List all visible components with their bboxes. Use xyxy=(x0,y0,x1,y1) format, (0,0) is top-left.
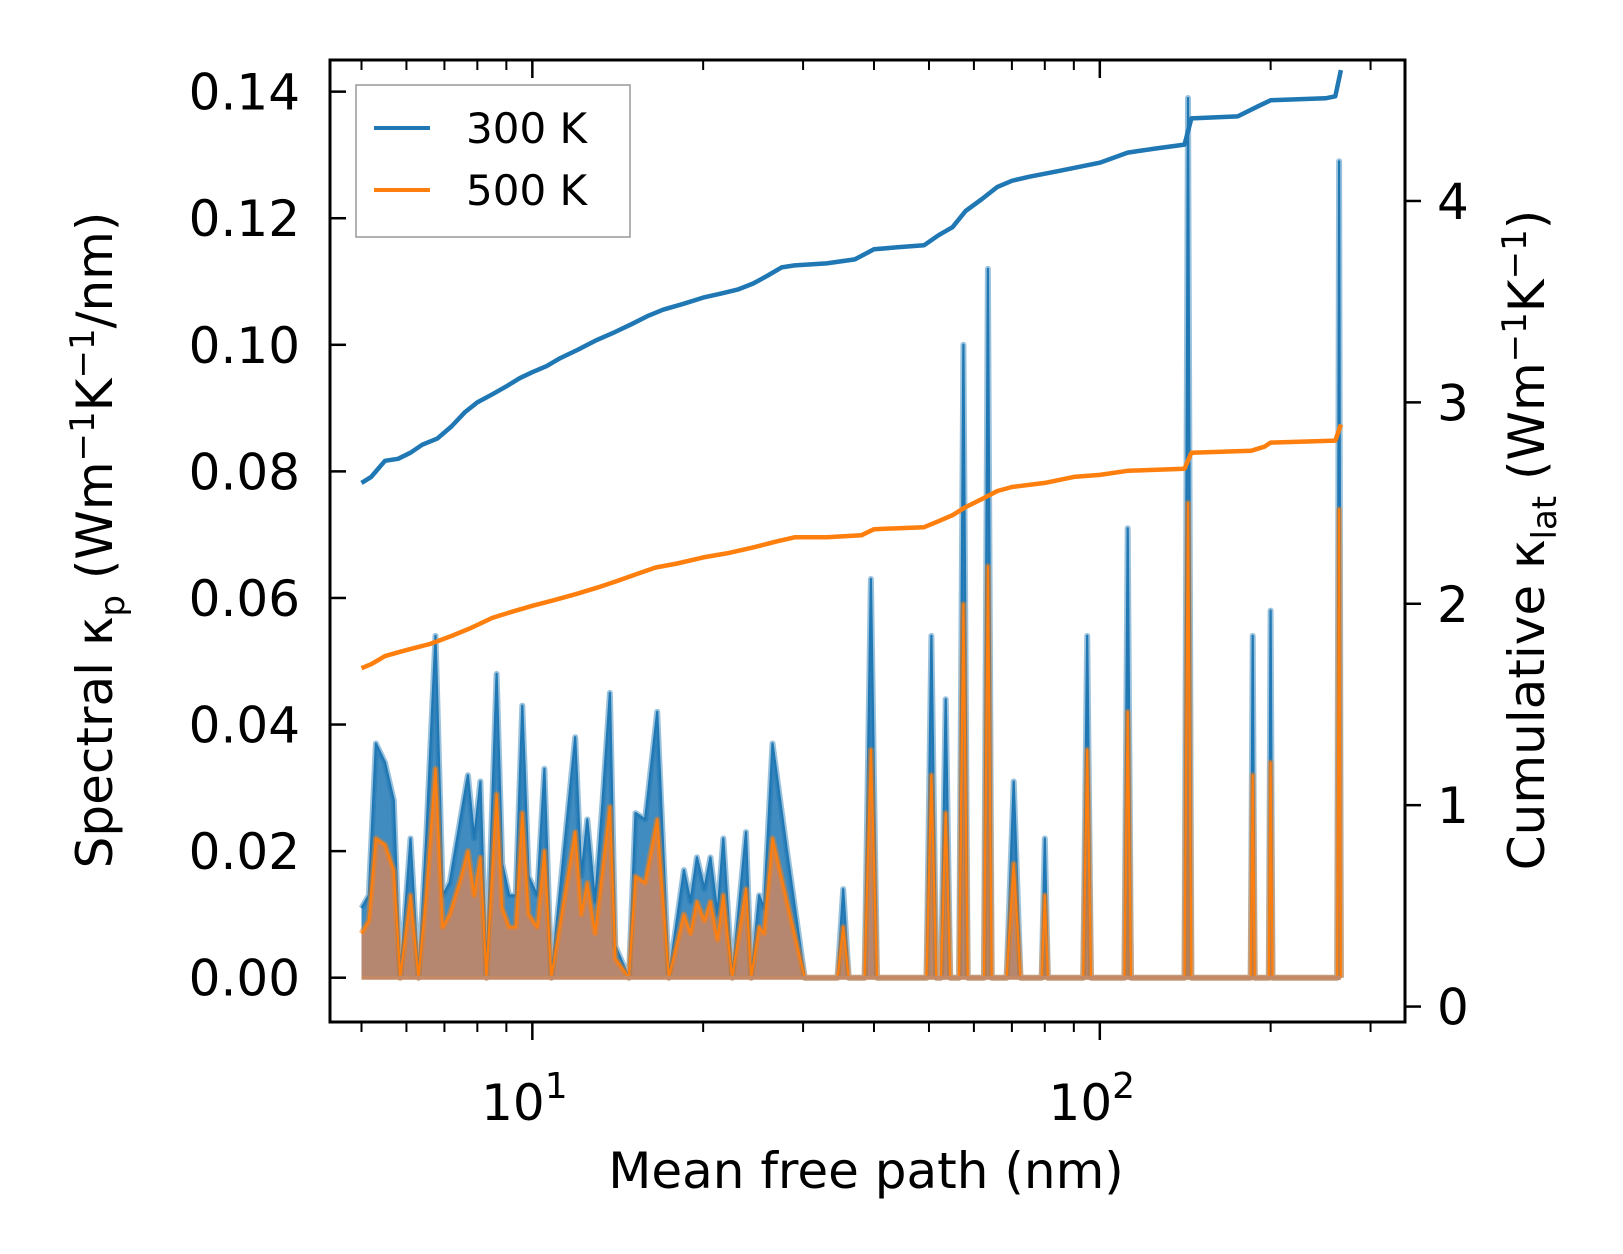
cumulative-line-500k xyxy=(360,423,1344,671)
left-tick-label: 0.08 xyxy=(189,443,300,501)
x-axis-title: Mean free path (nm) xyxy=(608,1142,1124,1200)
axis-ticks xyxy=(330,60,1421,1040)
left-tick-label: 0.06 xyxy=(189,570,300,628)
left-tick-label: 0.14 xyxy=(189,64,300,122)
legend-label-500k: 500 K xyxy=(466,166,589,215)
legend-label-300k: 300 K xyxy=(466,104,589,153)
left-tick-label: 0.10 xyxy=(189,317,300,375)
x-tick-label: 101 xyxy=(481,1066,568,1132)
x-tick-label: 102 xyxy=(1049,1066,1136,1132)
cumulative-line-300k xyxy=(360,69,1344,485)
spectral-fill-500k xyxy=(361,503,1341,978)
left-tick-label: 0.12 xyxy=(189,190,300,248)
left-tick-label: 0.00 xyxy=(189,950,300,1008)
legend-box xyxy=(355,84,631,238)
tick-labels: 0.00 0.02 0.04 0.06 0.08 0.10 0.12 0.14 0 1 2 3 4 101… xyxy=(189,64,1469,1132)
left-tick-label: 0.04 xyxy=(189,697,300,755)
right-axis-title: Cumulative κlat (Wm−1K−1) xyxy=(1495,210,1565,870)
left-axis-title: Spectral κp (Wm−1K−1/nm) xyxy=(63,212,133,869)
right-tick-label: 3 xyxy=(1437,374,1469,432)
spectral-lines xyxy=(358,95,1344,981)
cumulative-lines xyxy=(360,69,1344,671)
left-tick-label: 0.02 xyxy=(189,823,300,881)
legend: 300 K 500 K xyxy=(355,84,631,238)
right-tick-label: 2 xyxy=(1437,576,1469,634)
right-tick-label: 4 xyxy=(1437,173,1469,231)
right-tick-label: 1 xyxy=(1437,777,1469,835)
right-tick-label: 0 xyxy=(1437,979,1469,1037)
plot-frame xyxy=(328,58,1407,1024)
